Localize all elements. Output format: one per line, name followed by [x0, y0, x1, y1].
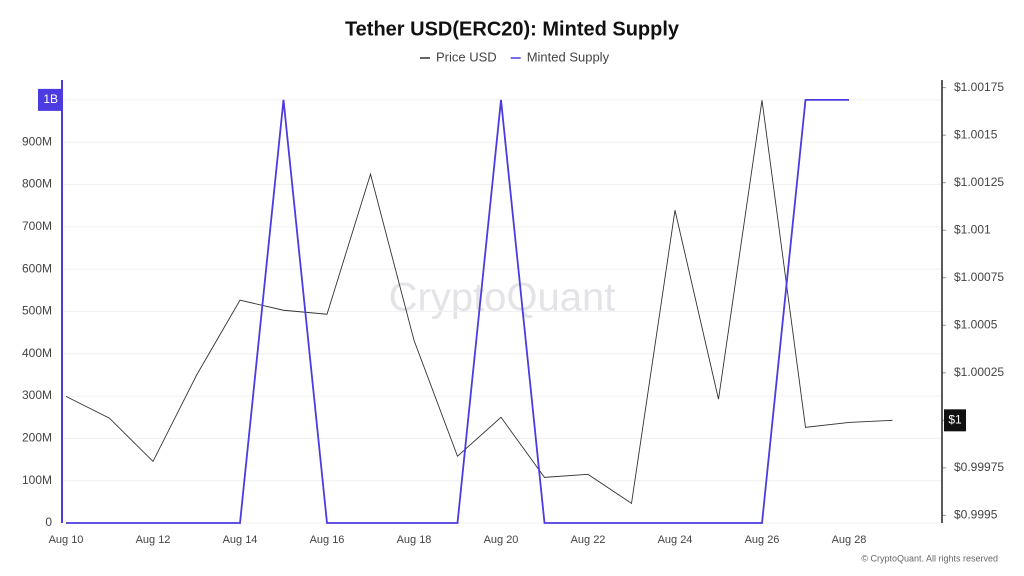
y2-tick-label: $0.99975: [954, 460, 1004, 474]
x-tick-label: Aug 10: [49, 534, 84, 546]
y2-tick-label: $1.0005: [954, 317, 998, 331]
x-tick-label: Aug 14: [223, 534, 258, 546]
y-tick-label: 600M: [22, 261, 52, 275]
legend-label: Price USD: [436, 49, 497, 64]
y-tick-label: 700M: [22, 219, 52, 233]
x-tick-label: Aug 12: [136, 534, 171, 546]
y2-tick-label: $1.00175: [954, 80, 1004, 94]
y2-tick-label: $1.001: [954, 222, 991, 236]
x-tick-label: Aug 18: [397, 534, 432, 546]
y2-tick-label: $1.00125: [954, 175, 1004, 189]
y-tick-highlight: [38, 88, 62, 111]
chart-title: Tether USD(ERC20): Minted Supply: [345, 18, 680, 40]
watermark: CryptoQuant: [389, 276, 616, 320]
x-tick-label: Aug 26: [745, 534, 780, 546]
y-tick-label: 900M: [22, 134, 52, 148]
y2-tick-label: $1.00075: [954, 270, 1004, 284]
series-line: [66, 98, 849, 524]
y-tick-label: 200M: [22, 431, 52, 445]
x-tick-label: Aug 28: [832, 534, 867, 546]
y-tick-label: 500M: [22, 304, 52, 318]
y2-tick-label: $1.00025: [954, 365, 1004, 379]
y-tick-label: 1B: [43, 92, 58, 106]
x-tick-label: Aug 24: [658, 534, 693, 546]
y2-tick-highlight: [944, 409, 966, 432]
x-tick-label: Aug 16: [310, 534, 345, 546]
x-tick-label: Aug 22: [571, 534, 606, 546]
series-line: [65, 100, 893, 505]
y2-tick-label: $1: [948, 413, 962, 427]
y2-tick-label: $0.9995: [954, 508, 998, 522]
y-tick-label: 800M: [22, 177, 52, 191]
y-tick-label: 400M: [22, 346, 52, 360]
x-tick-label: Aug 20: [484, 534, 519, 546]
y2-tick-label: $1.0015: [954, 127, 998, 141]
y-tick-label: 100M: [22, 473, 52, 487]
y-tick-label: 0: [45, 515, 52, 529]
legend-label: Minted Supply: [527, 49, 610, 64]
y-tick-label: 300M: [22, 388, 52, 402]
copyright: © CryptoQuant. All rights reserved: [861, 553, 998, 563]
